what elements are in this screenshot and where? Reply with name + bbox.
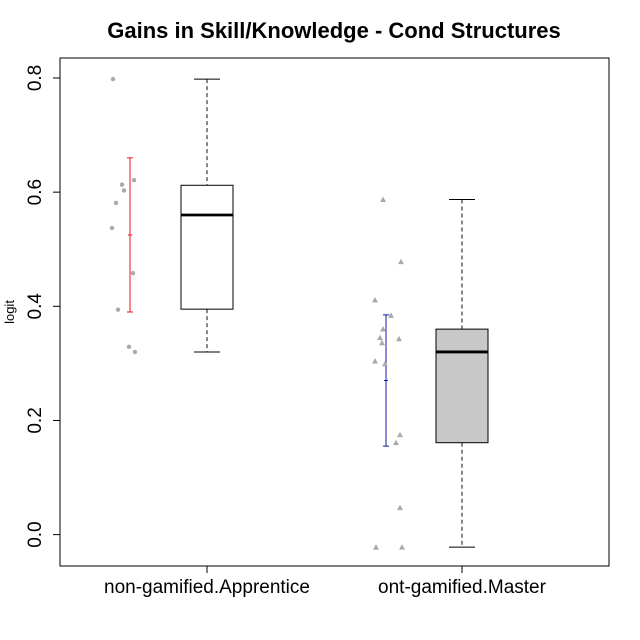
data-point bbox=[388, 312, 394, 318]
data-point bbox=[377, 334, 383, 341]
y-tick-label: 0.0 bbox=[25, 521, 46, 547]
plot-frame bbox=[59, 57, 610, 567]
y-tick-label: 0.8 bbox=[25, 65, 46, 91]
plot-groups bbox=[109, 76, 489, 550]
y-tick-label: 0.2 bbox=[25, 407, 46, 433]
data-point bbox=[121, 188, 127, 193]
x-tick-label: non-gamified.Apprentice bbox=[104, 577, 310, 598]
y-axis-label: logit bbox=[2, 300, 17, 324]
data-point bbox=[115, 307, 121, 312]
data-point bbox=[380, 326, 386, 332]
data-point bbox=[398, 258, 404, 265]
data-point bbox=[130, 270, 136, 276]
box bbox=[180, 184, 234, 310]
data-point bbox=[109, 225, 115, 231]
data-point bbox=[397, 504, 403, 511]
x-axis: non-gamified.Apprentice ont-gamified.Mast… bbox=[104, 566, 547, 598]
box bbox=[435, 328, 489, 444]
box-group bbox=[109, 76, 234, 355]
y-axis: 0.0 0.2 0.4 0.6 0.8 bbox=[25, 65, 60, 548]
data-point bbox=[110, 76, 116, 82]
chart-title: Gains in Skill/Knowledge - Cond Structur… bbox=[107, 18, 561, 43]
data-point bbox=[382, 360, 388, 367]
data-point bbox=[119, 182, 125, 187]
data-point bbox=[393, 439, 399, 446]
data-point bbox=[126, 344, 132, 350]
data-point bbox=[380, 196, 386, 202]
data-point bbox=[397, 431, 403, 438]
y-tick-label: 0.4 bbox=[25, 293, 46, 320]
data-point bbox=[379, 339, 385, 346]
x-tick-label: ont-gamified.Master bbox=[378, 577, 547, 598]
data-point bbox=[396, 335, 402, 342]
data-point bbox=[399, 544, 405, 550]
data-point bbox=[372, 297, 378, 303]
data-point bbox=[373, 544, 379, 550]
data-point bbox=[132, 349, 138, 355]
data-point bbox=[131, 177, 137, 183]
y-tick-label: 0.6 bbox=[25, 179, 46, 205]
data-point bbox=[372, 358, 378, 364]
box-group bbox=[372, 196, 489, 550]
data-point bbox=[113, 200, 119, 206]
